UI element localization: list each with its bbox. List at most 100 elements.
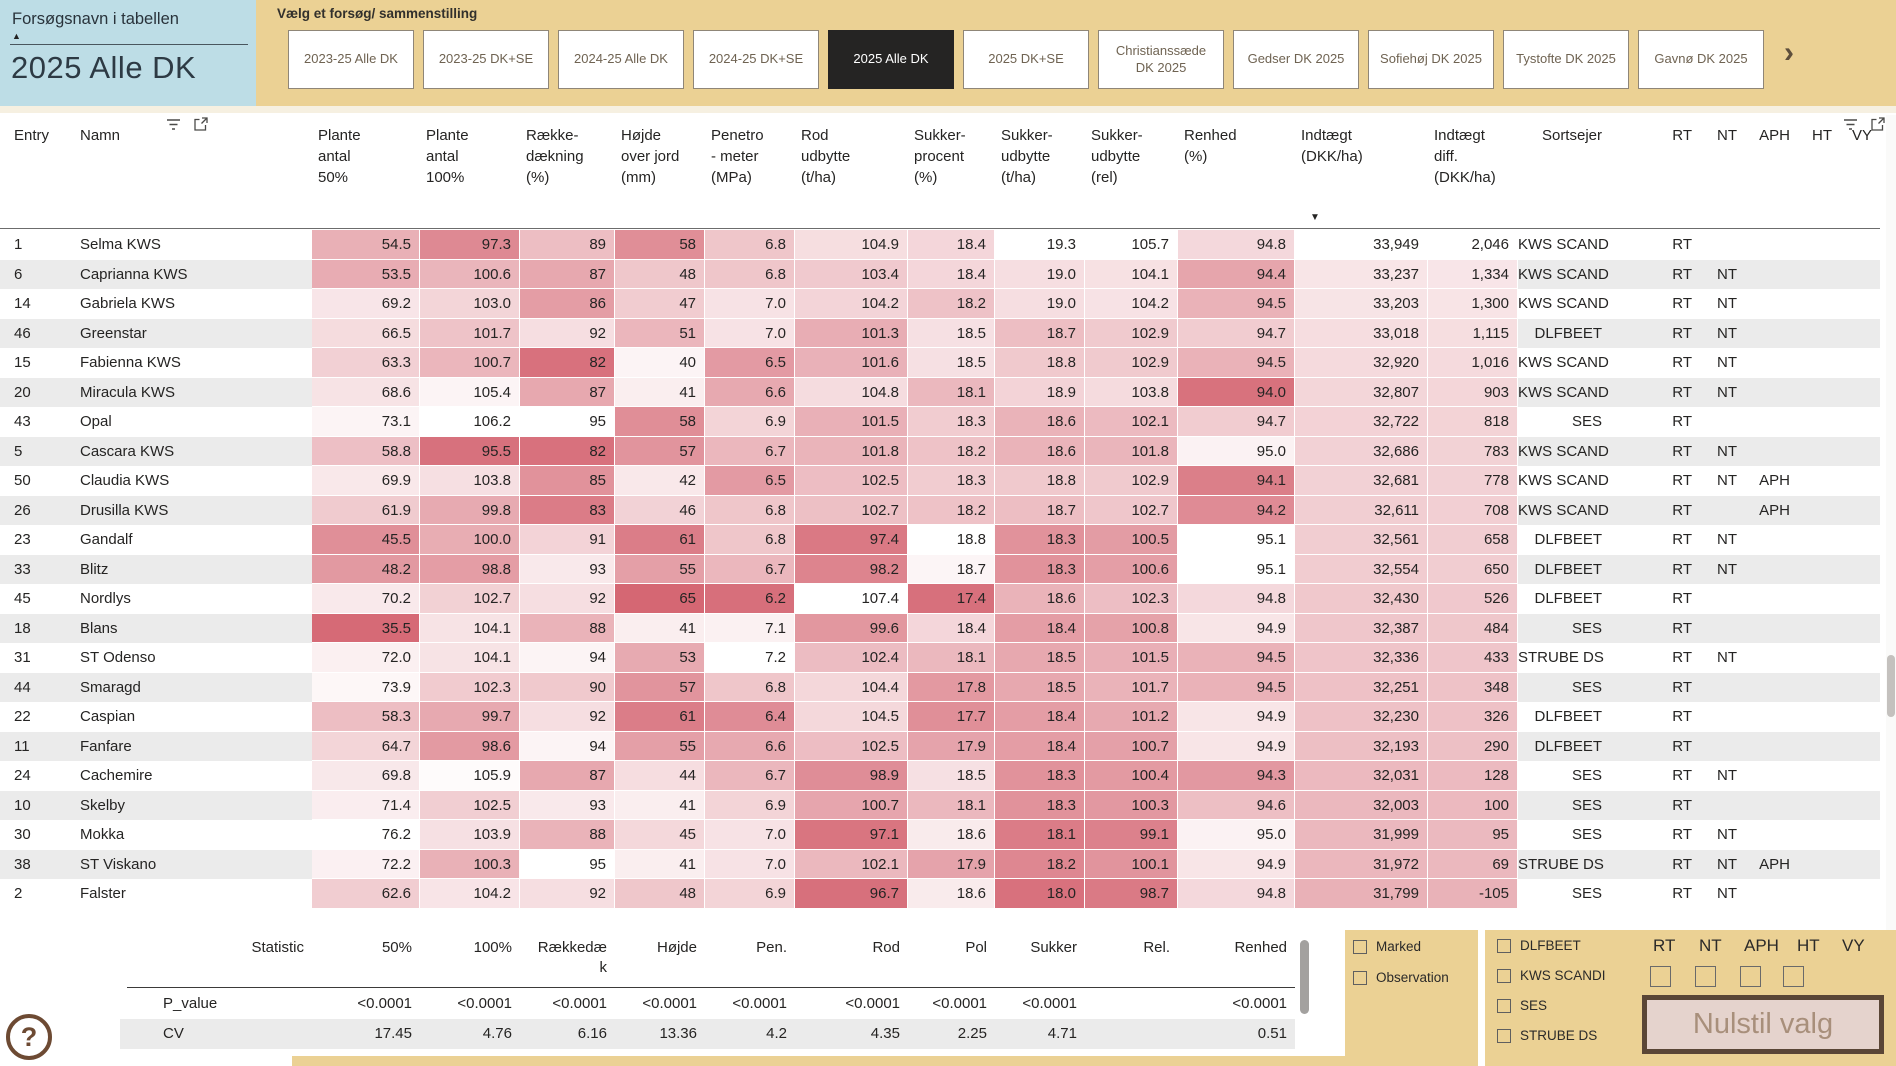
table-row-cascara-kws[interactable]: 5 Cascara KWS 58.8 95.5 82 57 6.7 101.8 18.2 18.6… [0, 436, 1880, 466]
help-icon[interactable]: ? [6, 1014, 52, 1060]
chevron-right-icon[interactable]: › [1784, 36, 1794, 69]
column-header-p100[interactable]: Plante antal 100% [426, 127, 469, 186]
table-row-gandalf[interactable]: 23 Gandalf 45.5 100.0 91 61 6.8 97.4 18.8 18.3 100… [0, 525, 1880, 555]
table-row-blans[interactable]: 18 Blans 35.5 104.1 88 41 7.1 99.6 18.4 18.4 100.8… [0, 613, 1880, 643]
cell-rt: RT [1610, 289, 1700, 319]
column-header-ht[interactable]: HT [1812, 127, 1832, 144]
tab-sofiehøj-dk-2025[interactable]: Sofiehøj DK 2025 [1368, 30, 1494, 89]
table-row-fanfare[interactable]: 11 Fanfare 64.7 98.6 94 55 6.6 102.5 17.9 18.4 100… [0, 731, 1880, 761]
table-row-drusilla-kws[interactable]: 26 Drusilla KWS 61.9 99.8 83 46 6.8 102.7 18.2 18… [0, 495, 1880, 525]
table-row-opal[interactable]: 43 Opal 73.1 106.2 95 58 6.9 101.5 18.3 18.6 102.1… [0, 407, 1880, 437]
marked-option[interactable]: Marked [1353, 939, 1449, 954]
table-row-smaragd[interactable]: 44 Smaragd 73.9 102.3 90 57 6.8 104.4 17.8 18.5 10… [0, 672, 1880, 702]
focus-mode-icon[interactable] [1871, 117, 1885, 131]
cell-namn: Mokka [62, 820, 312, 850]
checkbox-trait-nt[interactable] [1695, 966, 1716, 987]
tab-gedser-dk-2025[interactable]: Gedser DK 2025 [1233, 30, 1359, 89]
column-header-sudb[interactable]: Sukker- udbytte (t/ha) [1001, 127, 1053, 186]
column-header-entry[interactable]: Entry [14, 127, 50, 144]
stats-header-row: Statistic 50% 100% Rækkedæ k Højde Pen. Rod Pol… [120, 938, 1295, 978]
filter-icon[interactable] [166, 118, 181, 131]
table-row-caspian[interactable]: 22 Caspian 58.3 99.7 92 61 6.4 104.5 17.7 18.4 101… [0, 702, 1880, 732]
tab-2025-alle-dk[interactable]: 2025 Alle DK [828, 30, 954, 89]
table-row-nordlys[interactable]: 45 Nordlys 70.2 102.7 92 65 6.2 107.4 17.4 18.6 10… [0, 584, 1880, 614]
cell-diff: 433 [1428, 643, 1518, 673]
table-row-gabriela-kws[interactable]: 14 Gabriela KWS 69.2 103.0 86 47 7.0 104.2 18.2 1… [0, 289, 1880, 319]
table-row-blitz[interactable]: 33 Blitz 48.2 98.8 93 55 6.7 98.2 18.7 18.3 100.6 9… [0, 554, 1880, 584]
cell-hojde: 48 [615, 259, 705, 289]
tab-christianssæde-dk-2025[interactable]: Christianssæde DK 2025 [1098, 30, 1224, 89]
column-header-spct[interactable]: Sukker- procent (%) [914, 127, 966, 186]
cell-hojde: 57 [615, 436, 705, 466]
tab-2025-dk-se[interactable]: 2025 DK+SE [963, 30, 1089, 89]
checkbox-trait-ht[interactable] [1783, 966, 1804, 987]
column-header-rt[interactable]: RT [1672, 127, 1692, 144]
cell-p50: 48.2 [312, 554, 420, 584]
checkbox-trait-rt[interactable] [1650, 966, 1671, 987]
vertical-scrollbar[interactable] [1886, 115, 1896, 930]
column-header-pen[interactable]: Penetro - meter (MPa) [711, 127, 764, 186]
owner-option-dlfbeet[interactable]: DLFBEET [1497, 938, 1606, 953]
scrollbar-thumb[interactable] [1887, 655, 1895, 717]
stats-scrollbar-thumb[interactable] [1300, 940, 1309, 1014]
column-header-srel[interactable]: Sukker- udbytte (rel) [1091, 127, 1143, 186]
table-row-greenstar[interactable]: 46 Greenstar 66.5 101.7 92 51 7.0 101.3 18.5 18.7… [0, 318, 1880, 348]
table-row-mokka[interactable]: 30 Mokka 76.2 103.9 88 45 7.0 97.1 18.6 18.1 99.1 9… [0, 820, 1880, 850]
owner-option-kws-scandi[interactable]: KWS SCANDI [1497, 968, 1606, 983]
column-header-namn[interactable]: Namn [80, 127, 121, 144]
column-header-renhed[interactable]: Renhed (%) [1184, 127, 1237, 165]
table-row-falster[interactable]: 2 Falster 62.6 104.2 92 48 6.9 96.7 18.6 18.0 98.7… [0, 879, 1880, 909]
cell-pen: 6.8 [705, 495, 795, 525]
column-header-p50[interactable]: Plante antal 50% [318, 127, 361, 186]
cell-ht [1798, 849, 1840, 879]
column-header-aph[interactable]: APH [1759, 127, 1790, 144]
column-header-indt[interactable]: Indtægt (DKK/ha) [1301, 127, 1363, 165]
column-header-vy[interactable]: VY [1851, 127, 1872, 144]
column-header-rod[interactable]: Rod udbytte (t/ha) [801, 127, 851, 186]
checkbox-trait-aph[interactable] [1740, 966, 1761, 987]
sort-descending-icon[interactable]: ▼ [1310, 212, 1320, 223]
reset-selection-button[interactable]: Nulstil valg [1642, 995, 1884, 1054]
column-header-hojde[interactable]: Højde over jord (mm) [621, 127, 680, 186]
table-row-st-viskano[interactable]: 38 ST Viskano 72.2 100.3 95 41 7.0 102.1 17.9 18.… [0, 849, 1880, 879]
checkbox-dlfbeet[interactable] [1497, 938, 1511, 953]
column-header-nt[interactable]: NT [1717, 127, 1737, 144]
table-row-selma-kws[interactable]: 1 Selma KWS 54.5 97.3 89 58 6.8 104.9 18.4 19.3 10… [0, 230, 1880, 260]
cell-pen: 6.5 [705, 466, 795, 496]
tab-2023-25-alle-dk[interactable]: 2023-25 Alle DK [288, 30, 414, 89]
table-row-cachemire[interactable]: 24 Cachemire 69.8 105.9 87 44 6.7 98.9 18.5 18.3 1… [0, 761, 1880, 791]
checkbox-kws-scandi[interactable] [1497, 968, 1511, 983]
sort-ascending-icon[interactable]: ▲ [12, 31, 21, 41]
checkbox-observation[interactable] [1353, 970, 1367, 985]
cell-diff: 2,046 [1428, 230, 1518, 260]
table-row-caprianna-kws[interactable]: 6 Caprianna KWS 53.5 100.6 87 48 6.8 103.4 18.4 1… [0, 259, 1880, 289]
table-row-fabienna-kws[interactable]: 15 Fabienna KWS 63.3 100.7 82 40 6.5 101.6 18.5 1… [0, 348, 1880, 378]
owner-option-strube-ds[interactable]: STRUBE DS [1497, 1028, 1606, 1043]
cell-sudb: 18.3 [995, 761, 1085, 791]
cell-entry: 11 [0, 731, 62, 761]
cell-hojde: 65 [615, 584, 705, 614]
table-row-st-odenso[interactable]: 31 ST Odenso 72.0 104.1 94 53 7.2 102.4 18.1 18.5… [0, 643, 1880, 673]
focus-mode-icon[interactable] [194, 117, 208, 131]
cell-srel: 102.7 [1085, 495, 1178, 525]
table-row-claudia-kws[interactable]: 50 Claudia KWS 69.9 103.8 85 42 6.5 102.5 18.3 18… [0, 466, 1880, 496]
tab-tystofte-dk-2025[interactable]: Tystofte DK 2025 [1503, 30, 1629, 89]
checkbox-ses[interactable] [1497, 998, 1511, 1013]
tab-2024-25-dk-se[interactable]: 2024-25 DK+SE [693, 30, 819, 89]
owner-option-ses[interactable]: SES [1497, 998, 1606, 1013]
tab-gavnø-dk-2025[interactable]: Gavnø DK 2025 [1638, 30, 1764, 89]
cell-hojde: 61 [615, 702, 705, 732]
table-row-miracula-kws[interactable]: 20 Miracula KWS 68.6 105.4 87 41 6.6 104.8 18.1 1… [0, 377, 1880, 407]
cell-p100: 105.4 [420, 377, 520, 407]
checkbox-strube-ds[interactable] [1497, 1028, 1511, 1043]
cell-sortsejer: KWS SCANDI [1518, 466, 1610, 496]
column-header-diff[interactable]: Indtægt diff. (DKK/ha) [1434, 127, 1496, 186]
observation-option[interactable]: Observation [1353, 970, 1449, 985]
column-header-raekke[interactable]: Række- dækning (%) [526, 127, 584, 186]
filter-icon[interactable] [1843, 118, 1858, 131]
column-header-sortsejer[interactable]: Sortsejer [1541, 127, 1602, 144]
checkbox-marked[interactable] [1353, 939, 1367, 954]
tab-2024-25-alle-dk[interactable]: 2024-25 Alle DK [558, 30, 684, 89]
table-row-skelby[interactable]: 10 Skelby 71.4 102.5 93 41 6.9 100.7 18.1 18.3 100… [0, 790, 1880, 820]
tab-2023-25-dk-se[interactable]: 2023-25 DK+SE [423, 30, 549, 89]
